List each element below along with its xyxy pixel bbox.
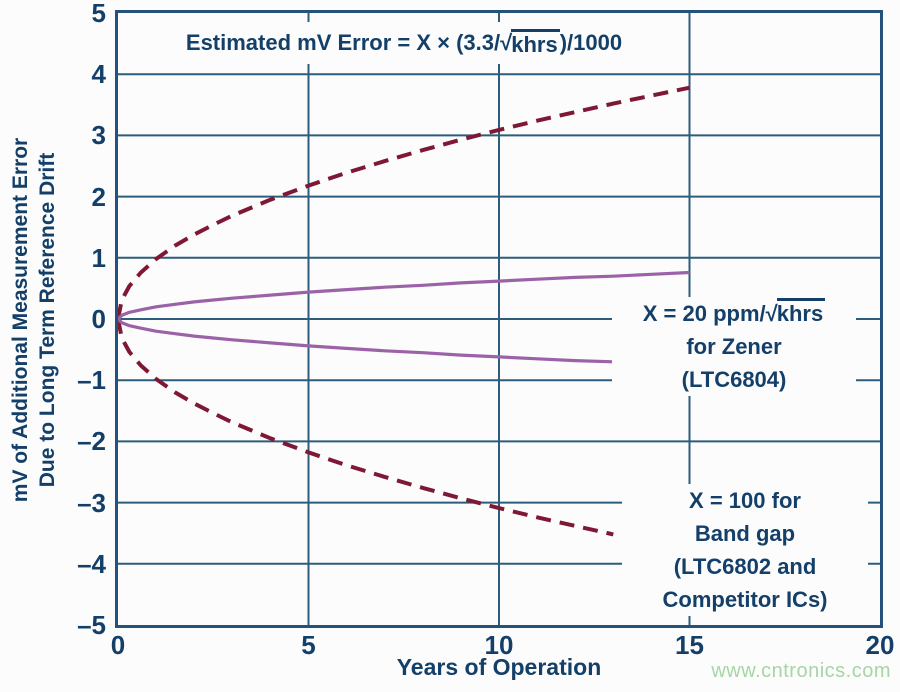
annotation-bandgap-line1: X = 100 for: [689, 488, 801, 513]
sqrt-radical-icon: √: [500, 30, 512, 55]
series-bandgap-upper-drift: [118, 85, 690, 320]
annotation-bandgap-line4: Competitor ICs): [662, 587, 828, 612]
series-bandgap-lower-drift: [118, 318, 614, 537]
x-tick-label: 20: [865, 630, 895, 660]
x-tick-label: 10: [484, 630, 514, 660]
y-tick-label: –5: [77, 610, 106, 640]
y-tick-label: 2: [91, 181, 106, 212]
annotation-bandgap-line2: Band gap: [694, 521, 796, 546]
y-axis-title: mV of Additional Measurement Error Due t…: [7, 38, 61, 602]
formula-prefix: Estimated mV Error = X × (3.3/: [185, 30, 501, 55]
y-axis-title-line1: mV of Additional Measurement Error: [9, 137, 32, 503]
x-axis-title: Years of Operation: [396, 654, 602, 680]
y-tick-label: 1: [91, 242, 106, 273]
formula-sqrt-term: khrs: [511, 28, 560, 58]
y-tick-label: –1: [77, 365, 106, 396]
annotation-zener-line2: for Zener: [686, 334, 782, 359]
x-tick-label: 5: [301, 630, 316, 660]
y-tick-label: 4: [91, 59, 106, 90]
sqrt-radical-icon: √: [765, 301, 778, 326]
annotation-zener: X = 20 ppm/√khrs for Zener (LTC6804): [612, 297, 856, 396]
x-tick-label: 15: [675, 630, 704, 660]
annotation-zener-line1-pre: X = 20 ppm/: [642, 301, 766, 326]
annotation-zener-line1: X = 20 ppm/√khrs: [612, 297, 856, 330]
y-tick-label: 0: [91, 304, 106, 334]
annotation-bandgap: X = 100 for Band gap (LTC6802 and Compet…: [622, 484, 868, 616]
y-tick-label: –4: [77, 548, 106, 579]
y-tick-label: –3: [77, 487, 106, 518]
series-zener-upper-drift: [118, 270, 690, 321]
formula-suffix: )/1000: [559, 30, 623, 55]
x-tick-label: 0: [110, 630, 126, 660]
y-tick-label: 5: [91, 0, 106, 28]
y-axis-title-line2: Due to Long Term Reference Drift: [36, 152, 59, 488]
annotation-zener-line3: (LTC6804): [681, 367, 787, 392]
y-tick-label: 3: [91, 120, 106, 151]
watermark: www.cntronics.com: [711, 660, 891, 682]
series-zener-lower-drift: [118, 317, 614, 364]
annotation-bandgap-line3: (LTC6802 and: [673, 554, 817, 579]
chart-title-formula: Estimated mV Error = X × (3.3/√ khrs)/100…: [126, 22, 682, 64]
y-tick-label: –2: [77, 426, 106, 457]
annotation-zener-sqrt-term: khrs: [776, 298, 826, 326]
